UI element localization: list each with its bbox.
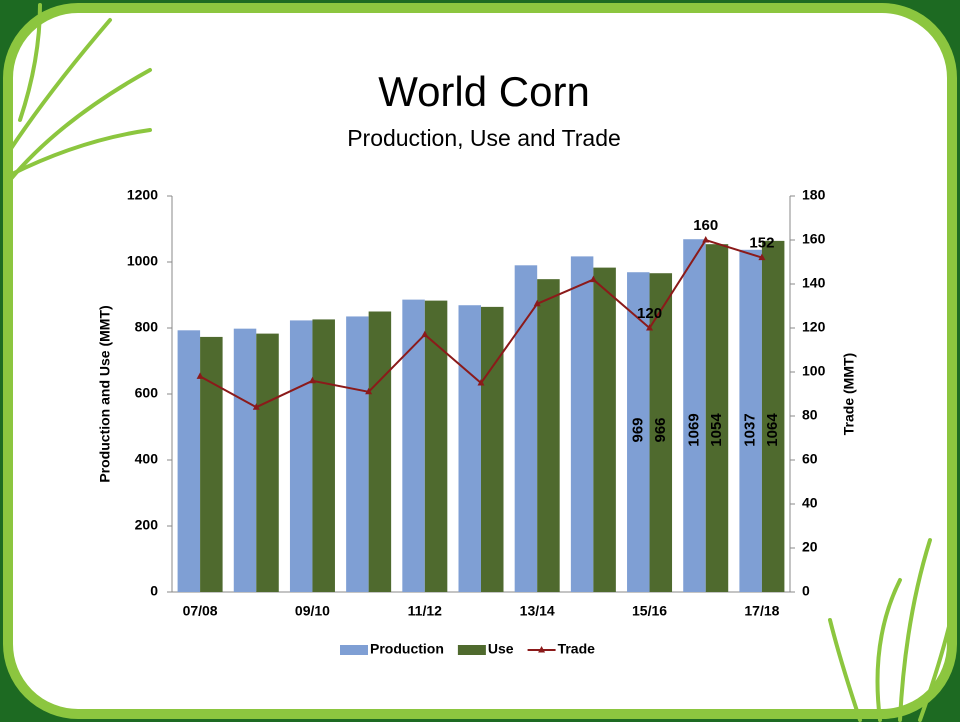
wheat-stalk [8,128,152,177]
data-label: 966 [652,417,669,442]
x-tick-label: 13/14 [520,603,555,619]
bar [593,267,616,592]
data-label: 1054 [708,413,725,447]
bar [402,299,425,592]
wheat-stalk [898,538,932,722]
x-tick-label: 09/10 [295,603,330,619]
wheat-stalk [18,3,42,122]
y-tick-label: 400 [135,451,159,467]
chart-subtitle: Production, Use and Trade [347,125,621,151]
bar [256,333,279,592]
x-tick-label: 15/16 [632,603,667,619]
trade-marker [758,253,766,261]
y2-axis-title: Trade (MMT) [841,353,857,435]
bar [233,328,257,592]
bar [649,273,673,592]
y-tick-label: 600 [135,385,159,401]
y2-tick-label: 100 [802,363,826,379]
data-label: 120 [637,305,662,322]
y2-tick-label: 80 [802,407,818,423]
bar [346,316,369,592]
trade-marker [533,299,541,307]
trade-marker [196,372,204,379]
y2-tick-label: 60 [802,451,818,467]
bar [312,319,335,592]
data-label: 152 [749,235,774,252]
data-label: 160 [693,217,718,234]
data-label: 1069 [685,413,702,446]
y2-tick-label: 120 [802,319,826,335]
trade-marker [477,379,485,386]
bar [683,239,706,593]
bar [424,300,448,592]
trade-marker [589,275,597,283]
data-label: 1037 [742,413,759,446]
bar [537,279,560,592]
trade-marker [421,330,429,338]
bar [200,336,223,592]
bar [570,256,594,592]
y2-tick-label: 160 [802,231,826,247]
bar [481,306,504,592]
wheat-stalk [8,68,152,182]
data-label: 1064 [764,413,781,447]
trade-marker [308,376,316,384]
y2-tick-label: 20 [802,539,818,555]
bar [368,311,392,592]
wheat-stalk [918,598,957,722]
bar [705,244,729,592]
bar [739,249,762,593]
y-axis-title: Production and Use (MMT) [97,305,113,482]
y-tick-label: 200 [135,517,159,533]
legend-swatch [538,646,546,653]
x-tick-label: 17/18 [744,603,779,619]
bar [177,330,201,592]
wheat-stalk [828,618,862,722]
x-tick-label: 07/08 [183,603,218,619]
y-tick-label: 1000 [127,253,158,269]
wheat-stalk [875,578,902,722]
trade-marker [702,236,710,243]
legend-swatch [457,645,486,655]
bar [458,305,481,592]
y2-tick-label: 0 [802,583,810,599]
legend-label: Production [370,641,444,657]
y2-tick-label: 180 [802,187,826,203]
wheat-stalk [8,18,112,152]
trade-marker [365,387,373,395]
y2-tick-label: 140 [802,275,826,291]
y2-tick-label: 40 [802,495,818,511]
wheat-decoration [8,3,957,722]
chart-title: World Corn [378,68,590,115]
bar [627,272,650,592]
legend-swatch [340,645,368,655]
legend-label: Use [488,641,514,657]
data-label: 969 [629,417,646,442]
x-tick-label: 11/12 [408,603,442,619]
bar [761,240,785,592]
trade-marker [646,324,654,331]
y-tick-label: 0 [150,583,158,599]
trade-marker [252,403,260,410]
y-tick-label: 1200 [127,187,158,203]
bar [514,265,538,592]
bar [289,320,313,592]
legend-label: Trade [558,641,596,657]
y-tick-label: 800 [135,319,159,335]
